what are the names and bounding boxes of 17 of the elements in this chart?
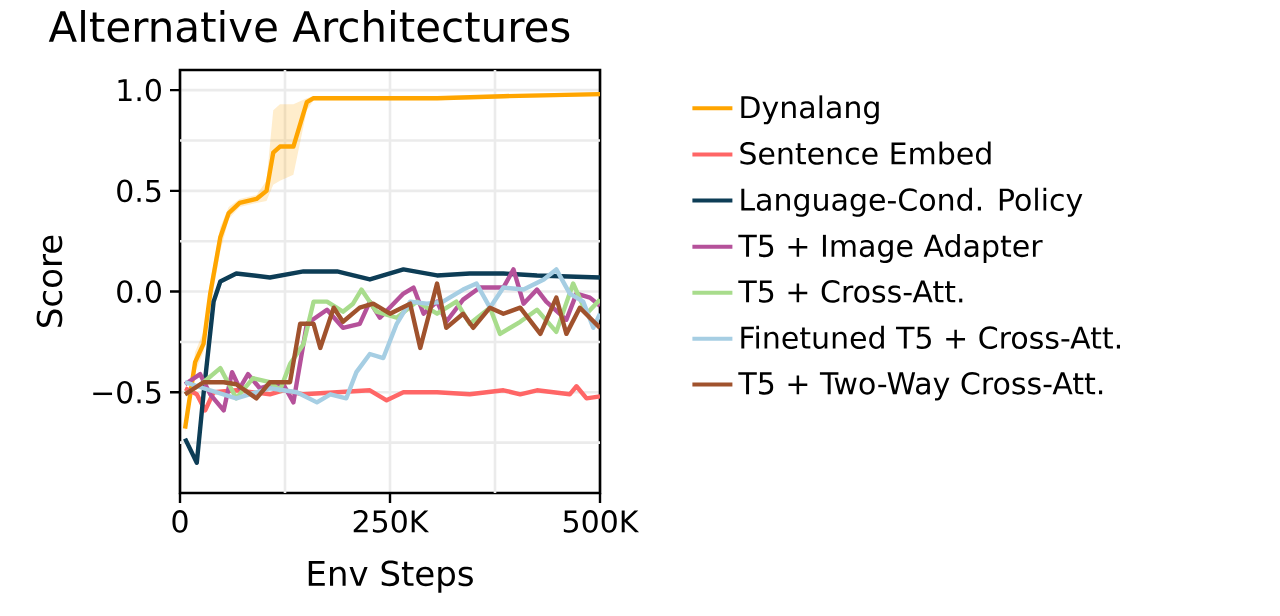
legend-label: Language-Cond. Policy: [741, 187, 1083, 217]
y-axis-title: Score: [36, 235, 63, 327]
legend-label: Sentence Embed: [740, 141, 991, 165]
x-tick-label: 0: [172, 510, 188, 533]
legend-label: Finetuned T5 + Cross-Att.: [741, 325, 1120, 349]
legend-label: T5 + Two-Way Cross-Att.: [738, 371, 1103, 401]
chart-title: Alternative Architectures: [48, 9, 570, 43]
y-tick-label: −0.5: [93, 380, 161, 404]
x-tick-label: 500K: [563, 510, 640, 533]
y-tick-label: 0.0: [117, 280, 161, 303]
legend-label: Dynalang: [741, 95, 879, 125]
legend-label: T5 + Image Adapter: [738, 233, 1043, 263]
y-tick-label: 0.5: [117, 179, 161, 203]
legend-label: T5 + Cross-Att.: [738, 280, 963, 303]
y-tick-label: 1.0: [118, 78, 161, 102]
x-axis-title: Env Steps: [308, 560, 473, 593]
x-tick-label: 250K: [353, 510, 430, 533]
